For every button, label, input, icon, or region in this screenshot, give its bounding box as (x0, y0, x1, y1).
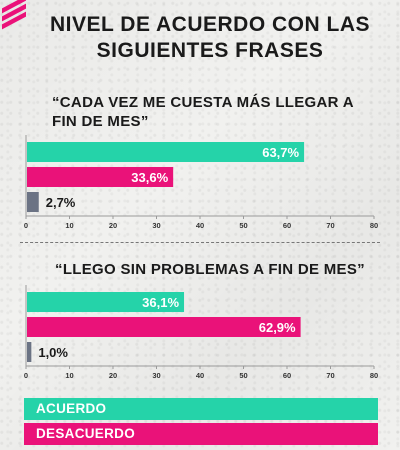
bar-2 (27, 342, 32, 362)
x-tick-label: 70 (326, 371, 334, 380)
data-label-1: 33,6% (131, 170, 168, 185)
section-divider (20, 242, 380, 243)
x-tick-label: 80 (370, 221, 378, 230)
x-tick-label: 0 (24, 221, 28, 230)
x-tick-label: 40 (196, 371, 204, 380)
data-label-0: 63,7% (262, 145, 299, 160)
page-title: NIVEL DE ACUERDO CON LAS SIGUIENTES FRAS… (49, 13, 371, 62)
x-tick-label: 20 (109, 221, 117, 230)
bar-0 (27, 292, 185, 312)
legend-desacuerdo: DESACUERDO (24, 423, 378, 445)
x-tick-label: 50 (239, 371, 247, 380)
x-tick-label: 30 (152, 371, 160, 380)
x-tick-label: 60 (283, 221, 291, 230)
x-tick-label: 70 (326, 221, 334, 230)
chart-2: 36,1% 62,9% 1,0% 0 10 20 30 40 50 60 70 80 (24, 285, 378, 380)
data-label-2: 2,7% (46, 195, 76, 210)
legend-acuerdo: ACUERDO (24, 398, 378, 420)
chart-title-2: “LLEGO SIN PROBLEMAS A FIN DE MES” (55, 261, 365, 278)
x-tick-label: 30 (152, 221, 160, 230)
x-tick-label: 80 (370, 371, 378, 380)
chart-1: 63,7% 33,6% 2,7% 0 10 20 30 40 50 60 70 80 (24, 135, 378, 230)
x-tick-label: 40 (196, 221, 204, 230)
x-tick-label: 60 (283, 371, 291, 380)
x-tick-label: 0 (24, 371, 28, 380)
bar-0 (27, 142, 305, 162)
data-label-2: 1,0% (38, 345, 68, 360)
bar-1 (27, 167, 174, 187)
brand-logo-icon (2, 0, 28, 30)
x-tick-label: 50 (239, 221, 247, 230)
x-tick-label: 10 (65, 221, 73, 230)
x-tick-label: 10 (65, 371, 73, 380)
chart-title-1: “CADA VEZ ME CUESTA MÁS LLEGAR A FIN DE … (52, 94, 354, 130)
x-tick-label: 20 (109, 371, 117, 380)
bar-2 (27, 192, 39, 212)
data-label-0: 36,1% (142, 295, 179, 310)
bar-1 (27, 317, 301, 337)
data-label-1: 62,9% (259, 320, 296, 335)
